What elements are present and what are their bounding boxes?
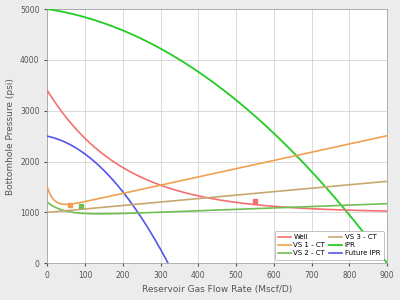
Y-axis label: Bottomhole Pressure (psi): Bottomhole Pressure (psi) <box>6 78 14 195</box>
Legend: Well, VS 1 - CT, VS 2 - CT, VS 3 - CT, IPR, Future IPR: Well, VS 1 - CT, VS 2 - CT, VS 3 - CT, I… <box>275 231 384 260</box>
X-axis label: Reservoir Gas Flow Rate (Mscf/D): Reservoir Gas Flow Rate (Mscf/D) <box>142 285 292 294</box>
